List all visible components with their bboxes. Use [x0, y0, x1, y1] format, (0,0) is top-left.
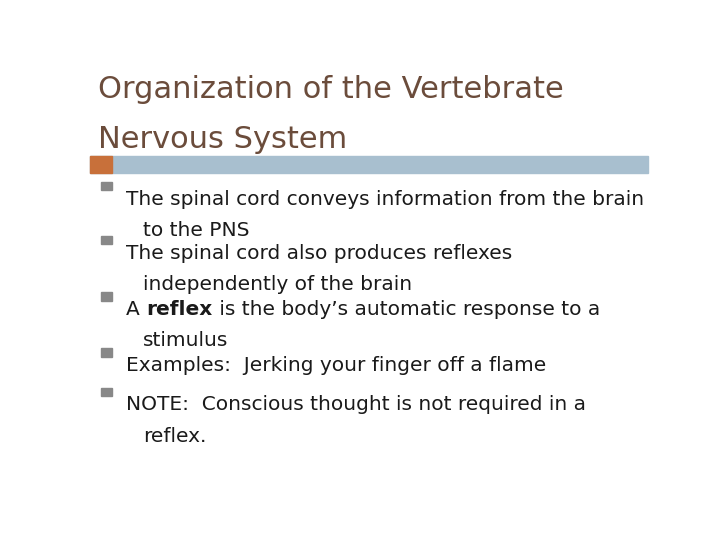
Text: Examples:  Jerking your finger off a flame: Examples: Jerking your finger off a flam…: [126, 356, 546, 375]
Bar: [90, 156, 648, 173]
Text: NOTE:  Conscious thought is not required in a: NOTE: Conscious thought is not required …: [126, 395, 586, 414]
Bar: [90, 156, 112, 173]
Text: stimulus: stimulus: [143, 331, 228, 350]
Bar: [101, 182, 112, 191]
Bar: [101, 292, 112, 301]
Text: Nervous System: Nervous System: [99, 125, 348, 154]
Text: reflex: reflex: [146, 300, 212, 319]
Text: Organization of the Vertebrate: Organization of the Vertebrate: [99, 75, 564, 104]
Bar: [101, 388, 112, 396]
Text: is the body’s automatic response to a: is the body’s automatic response to a: [212, 300, 600, 319]
Text: A: A: [126, 300, 146, 319]
Bar: [101, 348, 112, 357]
Text: to the PNS: to the PNS: [143, 221, 250, 240]
Text: The spinal cord also produces reflexes: The spinal cord also produces reflexes: [126, 244, 513, 262]
Text: independently of the brain: independently of the brain: [143, 275, 412, 294]
Bar: [101, 236, 112, 245]
Text: reflex.: reflex.: [143, 427, 207, 446]
Text: The spinal cord conveys information from the brain: The spinal cord conveys information from…: [126, 190, 644, 208]
